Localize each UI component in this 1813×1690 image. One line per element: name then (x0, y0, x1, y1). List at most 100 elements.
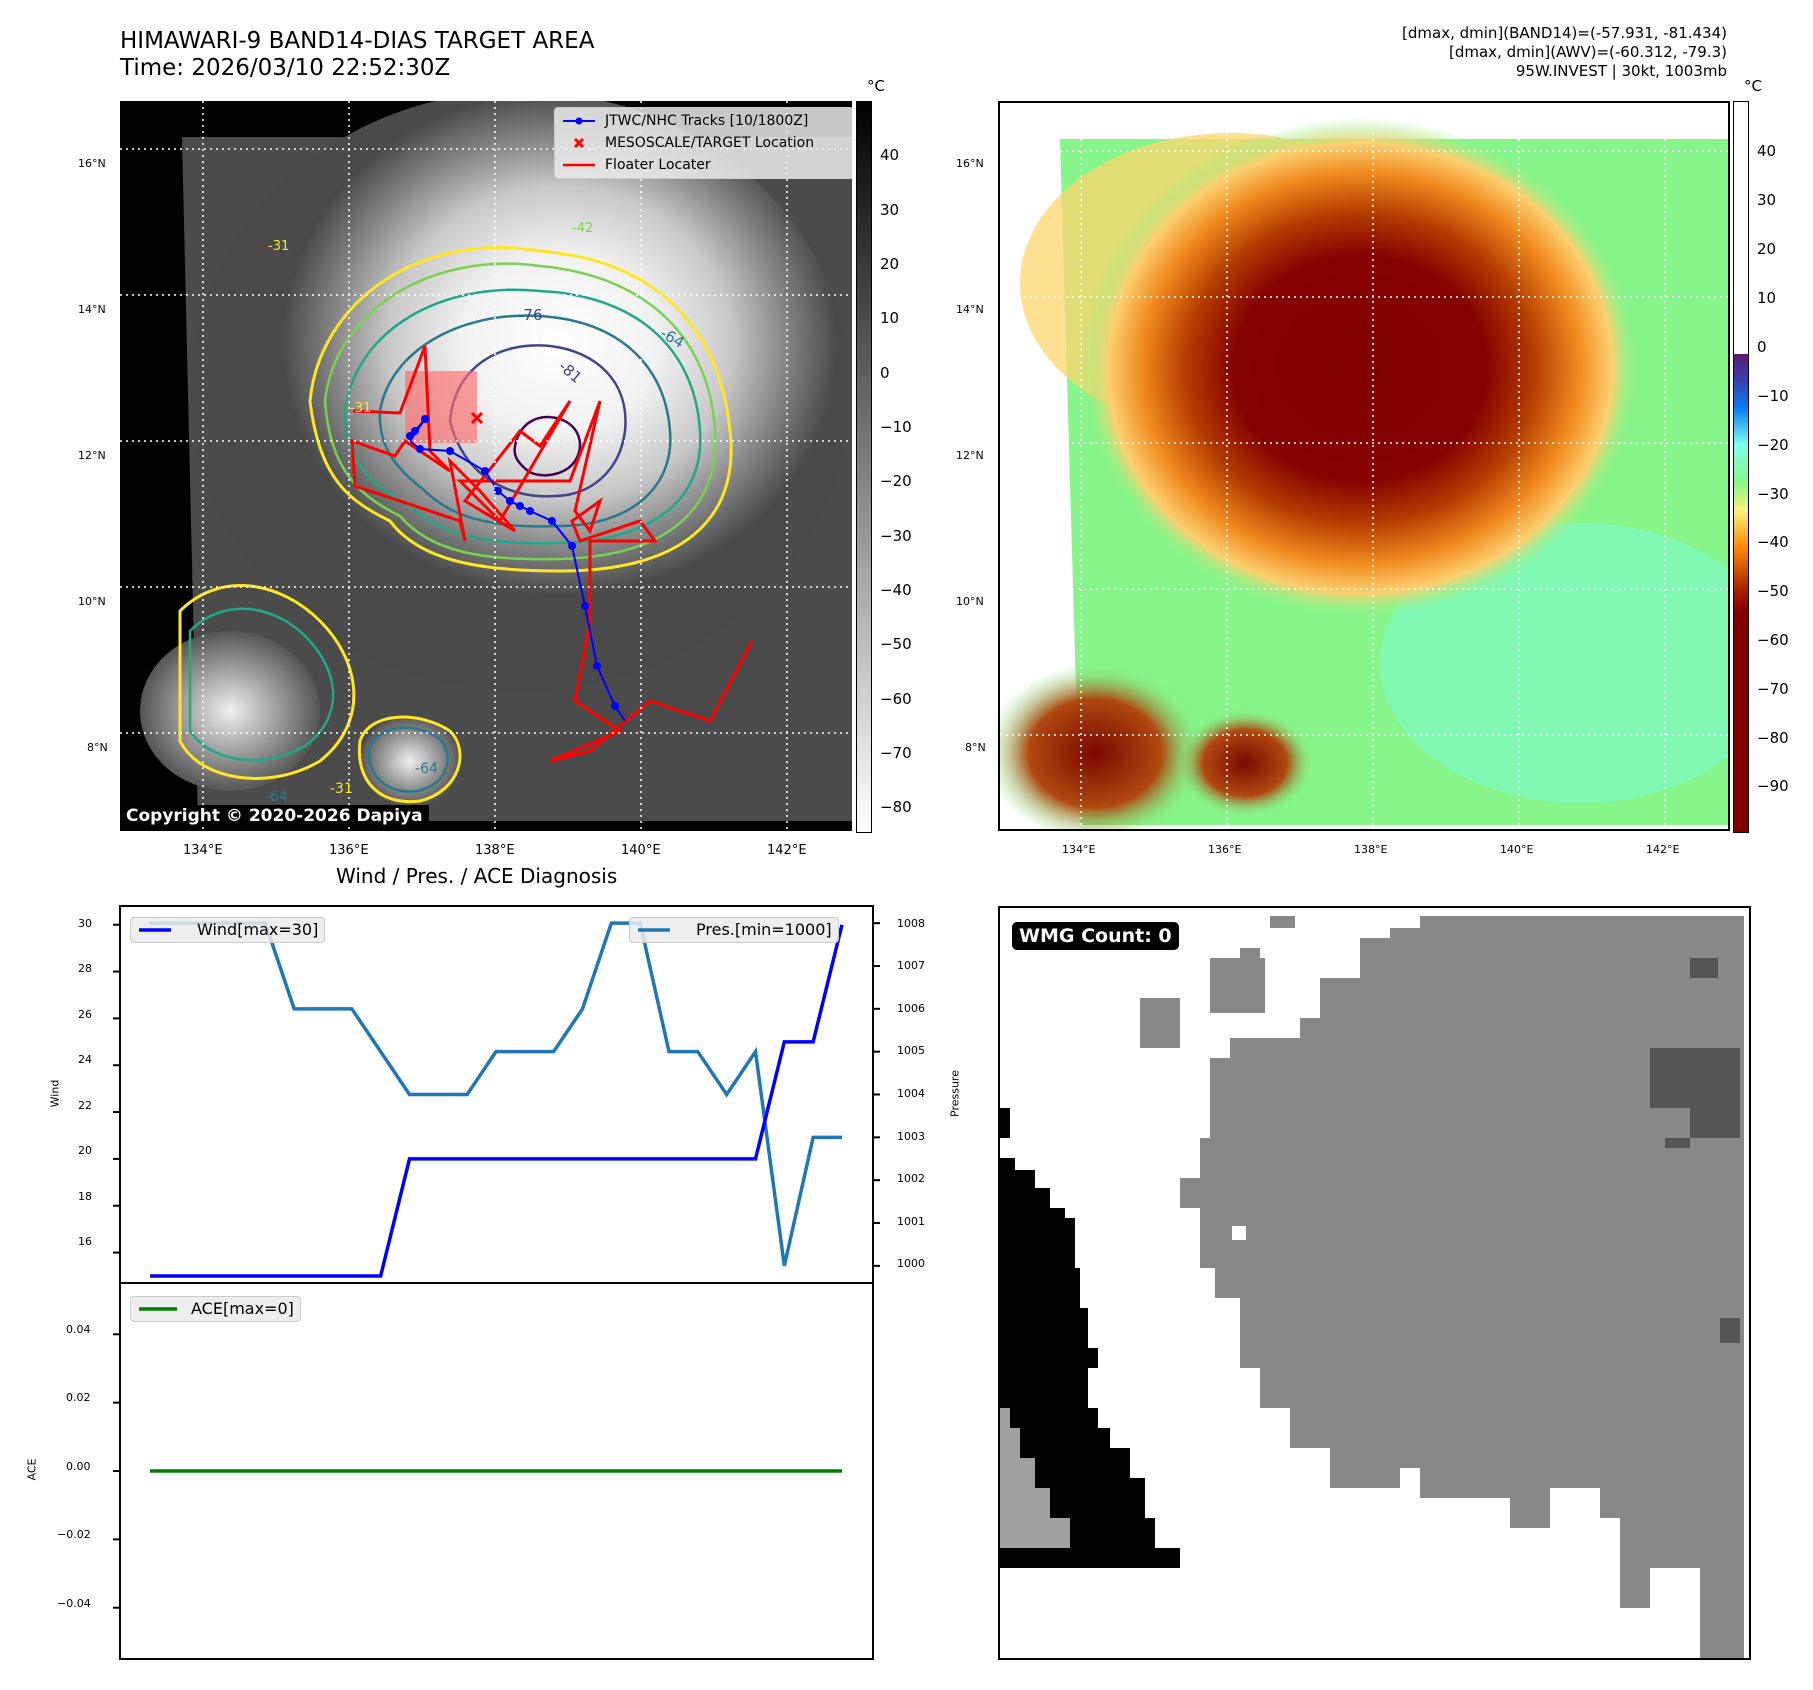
lat-tick: 12°N (78, 449, 106, 462)
wind-legend: Wind[max=30] (130, 917, 326, 943)
cb-tick: −30 (1757, 485, 1789, 503)
jtwc-track-points (406, 415, 619, 710)
ir-imagery (120, 101, 852, 831)
pres-tick: 1008 (897, 917, 925, 930)
awv-imagery (1000, 103, 1728, 829)
wmg-region-gray (1180, 916, 1744, 1658)
figure-title: HIMAWARI-9 BAND14-DIAS TARGET AREA Time:… (120, 28, 594, 82)
legend-item-floater: Floater Locater (563, 157, 711, 173)
storm-info: 95W.INVEST | 30kt, 1003mb (1515, 62, 1727, 80)
map-gridlines (120, 101, 852, 831)
wind-axis-label: Wind (48, 1079, 62, 1108)
wind-tick: 18 (78, 1190, 92, 1203)
lon-tick: 134°E (183, 843, 223, 858)
contour-76 (448, 344, 627, 498)
awv-gridlines (1000, 103, 1728, 829)
wind-tick: 30 (78, 917, 92, 930)
lon-tick: 140°E (621, 843, 661, 858)
contour-label: -76 (518, 306, 543, 324)
ace-tick: 0.02 (66, 1391, 91, 1404)
cb-tick: −90 (1757, 777, 1789, 795)
cb-tick: −40 (1757, 533, 1789, 551)
pres-tick: 1006 (897, 1002, 925, 1015)
cb-tick: 0 (880, 364, 890, 382)
pres-tick: 1001 (897, 1215, 925, 1228)
wind-tick: 26 (78, 1008, 92, 1021)
cb-tick: −40 (880, 581, 912, 599)
lat-tick: 12°N (956, 449, 984, 462)
lon-tick: 140°E (1500, 843, 1534, 856)
contour-label: -64 (265, 789, 288, 805)
legend-item-target: MESOSCALE/TARGET Location (559, 132, 849, 154)
lon-tick: 136°E (329, 843, 369, 858)
ace-tick: −0.04 (57, 1597, 91, 1610)
cb-tick: −60 (1757, 631, 1789, 649)
lat-tick: 16°N (78, 157, 106, 170)
wind-tick: 20 (78, 1144, 92, 1157)
pressure-legend: Pres.[min=1000] (629, 917, 839, 943)
stats-awv: [dmax, dmin](AWV)=(-60.312, -79.3) (1448, 43, 1727, 61)
ace-tick: 0.04 (66, 1323, 91, 1336)
lon-tick: 136°E (1208, 843, 1242, 856)
pres-tick: 1004 (897, 1087, 925, 1100)
cb-tick: −80 (880, 798, 912, 816)
contour-label: -42 (572, 221, 594, 236)
ir-colorbar-unit: °C (867, 77, 885, 95)
ace-axis-label: ACE (25, 1458, 39, 1481)
ace-tick: −0.02 (57, 1528, 91, 1541)
cb-tick: −10 (880, 418, 912, 436)
wmg-grid (1000, 916, 1744, 1658)
ace-legend: ACE[max=0] (130, 1296, 301, 1322)
cb-tick: −50 (1757, 582, 1789, 600)
contour-label: -31 (350, 401, 372, 416)
pres-tick: 1002 (897, 1172, 925, 1185)
lat-tick: 14°N (956, 303, 984, 316)
copyright-badge: Copyright © 2020-2026 Dapiya (120, 805, 429, 827)
wind-tick: 22 (78, 1099, 92, 1112)
lat-tick: 10°N (956, 595, 984, 608)
cb-tick: 20 (880, 255, 900, 273)
lat-tick: 8°N (87, 741, 108, 754)
pres-tick: 1007 (897, 959, 925, 972)
cb-tick: 10 (880, 309, 900, 327)
pres-tick: 1003 (897, 1130, 925, 1143)
wmg-region-lightgray (1000, 1408, 1070, 1548)
cb-tick: −20 (1757, 436, 1789, 454)
stats-band14: [dmax, dmin](BAND14)=(-57.931, -81.434) (1402, 24, 1727, 42)
cb-tick: −30 (880, 527, 912, 545)
cb-tick: −60 (880, 690, 912, 708)
wmg-count-badge: WMG Count: 0 (1012, 922, 1179, 950)
title-line-1: HIMAWARI-9 BAND14-DIAS TARGET AREA (120, 28, 595, 54)
contour-81 (513, 415, 582, 477)
ir-colorbar (856, 101, 872, 833)
ace-plot-frame (119, 1282, 874, 1660)
wind-pres-plot-frame (119, 905, 874, 1284)
stats-block: [dmax, dmin](BAND14)=(-57.931, -81.434) … (1402, 24, 1727, 81)
cb-tick: 10 (1757, 289, 1777, 307)
lon-tick: 134°E (1062, 843, 1096, 856)
cb-tick: −50 (880, 635, 912, 653)
awv-colorbar-unit: °C (1744, 77, 1762, 95)
cb-tick: 40 (880, 146, 900, 164)
legend-item-pressure: Pres.[min=1000] (638, 920, 832, 939)
cb-tick: 0 (1757, 338, 1767, 356)
wmg-panel: WMG Count: 0 (998, 906, 1751, 1660)
cb-tick: 30 (1757, 191, 1777, 209)
contour-64 (378, 314, 672, 528)
legend-item-tracks: JTWC/NHC Tracks [10/1800Z] (559, 110, 849, 132)
cb-tick: −70 (880, 744, 912, 762)
floater-locater-line (350, 345, 754, 763)
target-marker (470, 411, 484, 425)
cb-tick: −10 (1757, 387, 1789, 405)
contour-label: -31 (330, 781, 353, 797)
diagnosis-title: Wind / Pres. / ACE Diagnosis (336, 864, 618, 888)
lat-tick: 16°N (956, 157, 984, 170)
awv-colorbar (1733, 101, 1749, 833)
ace-tick: 0.00 (66, 1460, 91, 1473)
cb-tick: −70 (1757, 680, 1789, 698)
wind-series-line (150, 924, 844, 1278)
lon-tick: 138°E (1354, 843, 1388, 856)
lat-tick: 14°N (78, 303, 106, 316)
cb-tick: 40 (1757, 142, 1777, 160)
cb-tick: 30 (880, 201, 900, 219)
